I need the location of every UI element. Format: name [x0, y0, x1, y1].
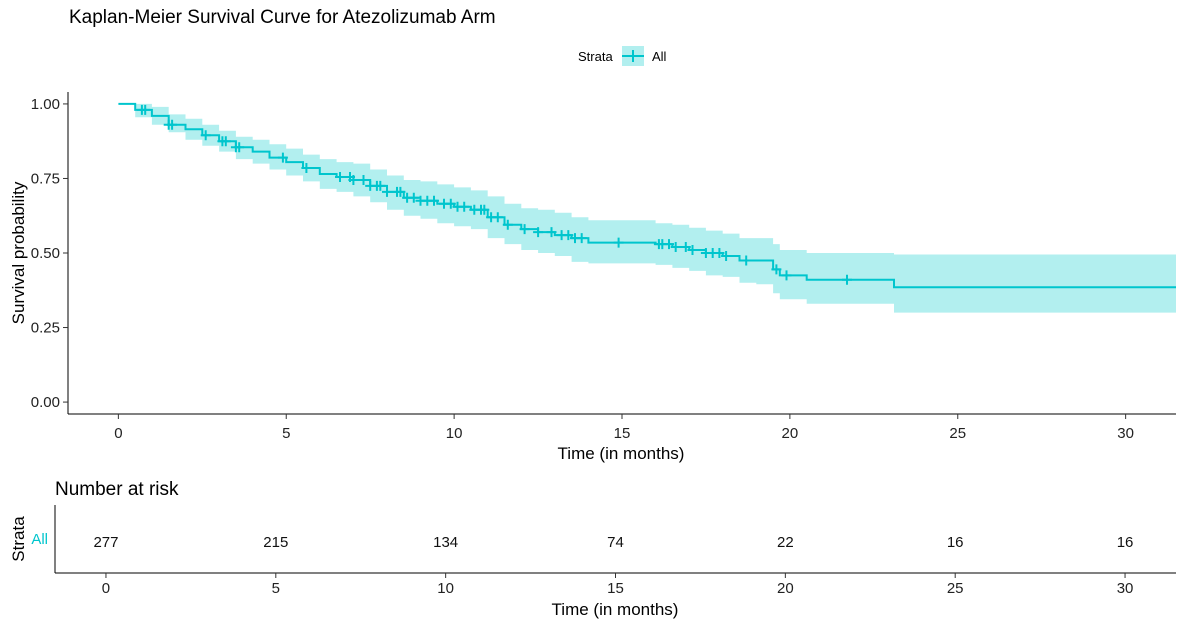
censor-mark [492, 212, 503, 223]
y-axis-label: Survival probability [9, 181, 28, 324]
risk-x-tick-label: 20 [777, 580, 794, 597]
censor-mark [576, 233, 587, 244]
x-tick-label: 15 [614, 425, 631, 442]
y-tick-label: 0.25 [31, 320, 60, 337]
risk-x-axis-label: Time (in months) [552, 600, 679, 619]
censor-mark [429, 195, 439, 206]
confidence-band [118, 103, 1176, 313]
risk-x-tick-label: 15 [607, 580, 624, 597]
risk-table-title: Number at risk [55, 479, 179, 500]
censor-mark [358, 175, 369, 185]
censor-mark [781, 270, 792, 281]
risk-table: Number at risk Strata All 277 215 134 74 22 1… [9, 479, 1176, 619]
x-tick-label: 10 [446, 425, 463, 442]
risk-count: 277 [93, 534, 118, 551]
censor-mark [348, 175, 359, 185]
risk-count: 16 [1117, 534, 1134, 551]
risk-x-tick-label: 5 [272, 580, 280, 597]
risk-strata-label: All [31, 531, 48, 548]
censor-mark [502, 219, 513, 230]
censor-mark [220, 136, 231, 147]
risk-count: 16 [947, 534, 964, 551]
risk-x-tick-label: 30 [1117, 580, 1134, 597]
censor-mark [741, 255, 752, 266]
censor-mark [395, 186, 406, 197]
censor-mark [842, 274, 852, 285]
censor-mark [563, 230, 574, 241]
censor-mark [408, 192, 419, 203]
x-tick-label: 20 [782, 425, 799, 442]
censor-mark [140, 104, 151, 115]
legend-title: Strata [578, 49, 613, 64]
censor-mark [613, 237, 624, 248]
censor-mark [533, 227, 544, 238]
censor-mark [200, 130, 211, 141]
legend: Strata All [578, 46, 667, 66]
y-ticks: 0.00 0.25 0.50 0.75 1.00 [31, 96, 68, 411]
survival-plot-panel: 0.00 0.25 0.50 0.75 1.00 0 5 10 15 20 25 30 Time (… [9, 92, 1176, 463]
y-tick-label: 0.50 [31, 245, 60, 262]
y-tick-label: 0.00 [31, 394, 60, 411]
censor-mark [445, 198, 456, 209]
censor-mark [301, 163, 312, 173]
y-tick-label: 0.75 [31, 170, 60, 187]
x-tick-label: 30 [1117, 425, 1134, 442]
censor-mark [714, 248, 725, 258]
censor-mark [680, 242, 691, 252]
confidence-band-layer [118, 103, 1176, 313]
censor-mark [234, 142, 245, 153]
x-tick-label: 25 [949, 425, 966, 442]
censor-mark [664, 239, 674, 250]
censor-mark [721, 251, 732, 261]
censor-mark [277, 152, 288, 163]
censor-mark [479, 204, 490, 215]
risk-x-tick-label: 25 [947, 580, 964, 597]
risk-count: 215 [263, 534, 288, 551]
censor-mark [519, 224, 530, 235]
x-tick-label: 5 [282, 425, 290, 442]
risk-x-tick-label: 0 [102, 580, 110, 597]
legend-label: All [652, 49, 667, 64]
risk-count: 74 [607, 534, 624, 551]
censor-mark [335, 172, 345, 182]
censor-mark [459, 201, 470, 212]
censor-mark [687, 245, 698, 255]
chart-title: Kaplan-Meier Survival Curve for Atezoliz… [69, 7, 496, 28]
censor-mark [382, 186, 392, 197]
risk-count: 22 [777, 534, 794, 551]
y-tick-label: 1.00 [31, 96, 60, 113]
x-tick-label: 0 [114, 425, 122, 442]
censor-mark [546, 227, 557, 238]
x-axis-label: Time (in months) [558, 444, 685, 463]
x-ticks: 0 5 10 15 20 25 30 [114, 414, 1134, 442]
censor-mark [375, 180, 386, 191]
censor-mark [167, 119, 178, 130]
risk-x-ticks: 0 5 10 15 20 25 30 [102, 573, 1134, 597]
censor-mark [670, 242, 681, 252]
censor-mark [771, 264, 782, 275]
risk-x-tick-label: 10 [437, 580, 454, 597]
risk-y-axis-label: Strata [9, 516, 28, 562]
censor-marks-layer [136, 104, 852, 285]
risk-counts: 277 215 134 74 22 16 16 [93, 534, 1133, 551]
risk-count: 134 [433, 534, 458, 551]
